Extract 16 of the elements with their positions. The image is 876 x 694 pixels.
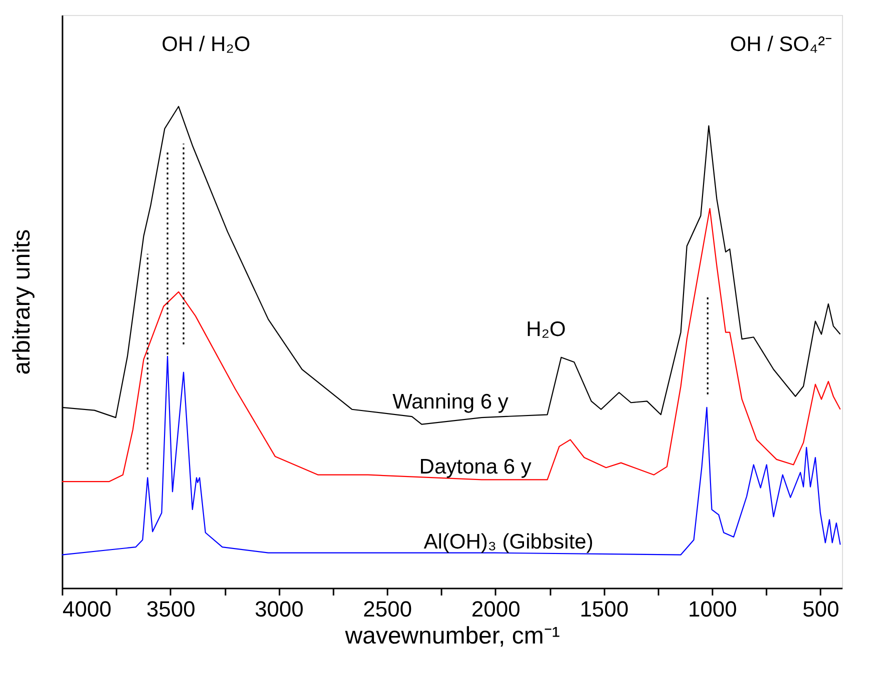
text: OH / SO₄²⁻ (730, 33, 832, 56)
annotation: Wanning 6 y (392, 390, 509, 414)
x-tick-label: 3000 (254, 596, 304, 622)
x-tick-label: 2000 (471, 596, 520, 622)
x-tick-label: 1500 (580, 596, 629, 622)
annotation: Daytona 6 y (419, 456, 532, 479)
x-tick-label: 2500 (363, 596, 412, 622)
text: OH / H₂O (162, 33, 250, 56)
x-axis-title: wavewnumber, cm⁻¹ (344, 622, 560, 650)
y-axis-title: arbitrary units (8, 229, 36, 375)
x-tick-label: 500 (802, 596, 840, 622)
x-tick-label: 4000 (62, 596, 112, 622)
annotation: Al(OH)₃ (Gibbsite) (424, 530, 594, 554)
x-tick-label: 3500 (146, 596, 196, 622)
annotation: H₂O (526, 318, 566, 341)
x-tick-label: 1000 (688, 596, 737, 622)
